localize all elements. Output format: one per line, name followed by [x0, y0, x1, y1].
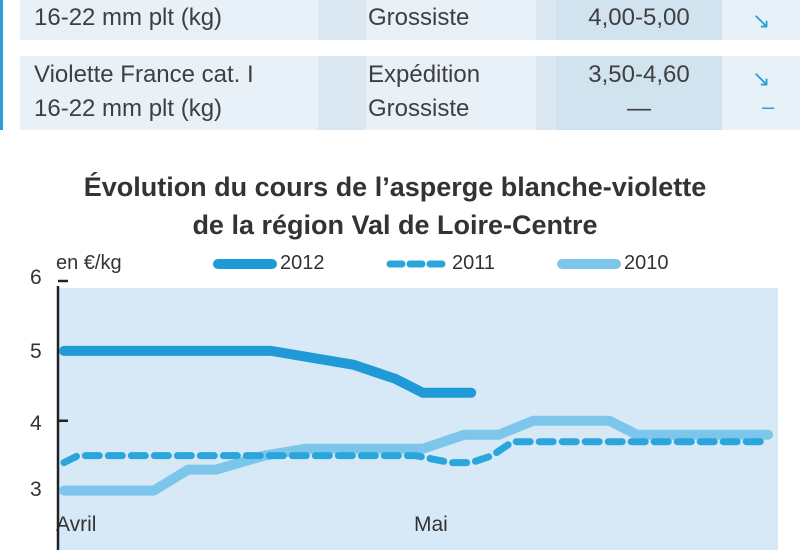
product-cell: 16-22 mm plt (kg) — [34, 95, 223, 122]
table-row — [20, 56, 800, 130]
legend-label-2011: 2011 — [452, 252, 496, 274]
y-tick-label: 4 — [30, 412, 42, 435]
series-line-2010 — [59, 415, 773, 496]
trend-down-icon: ↘ — [752, 8, 771, 33]
trend-flat-icon: – — [762, 94, 775, 119]
product-cell: Violette France cat. I — [34, 61, 254, 88]
y-tick-label: 5 — [30, 340, 42, 363]
trend-down-icon: ↘ — [752, 66, 771, 91]
legend-label-2010: 2010 — [624, 252, 669, 274]
series-line-2012 — [59, 345, 477, 398]
stage-cell: Grossiste — [368, 4, 470, 31]
price-cell: — — [627, 95, 651, 122]
product-cell: 16-22 mm plt (kg) — [34, 4, 223, 31]
series-line-2011 — [60, 438, 772, 467]
legend-label-2012: 2012 — [280, 252, 325, 274]
price-cell: 4,00-5,00 — [588, 4, 690, 31]
price-table: 16-22 mm plt (kg) Grossiste 4,00-5,00 ↘ … — [0, 0, 800, 140]
y-tick-label: 6 — [30, 266, 42, 289]
stage-cell: Expédition — [368, 61, 481, 88]
y-tick-label: 3 — [30, 478, 42, 501]
plot-area — [58, 288, 778, 550]
chart-title: Évolution du cours de l’asperge blanche-… — [83, 172, 707, 202]
chart-subtitle: de la région Val de Loire-Centre — [192, 210, 598, 240]
price-cell: 3,50-4,60 — [588, 61, 690, 88]
x-tick-label: Avril — [56, 513, 97, 536]
stage-cell: Grossiste — [368, 95, 470, 122]
x-tick-label: Mai — [414, 513, 448, 536]
table-accent-bar — [0, 0, 3, 130]
y-axis-unit-label: en €/kg — [56, 252, 122, 274]
table-row — [20, 0, 800, 40]
